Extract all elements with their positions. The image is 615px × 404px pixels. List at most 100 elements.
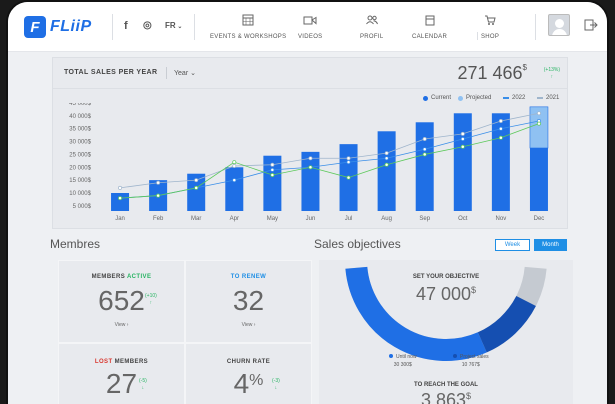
legend-dash — [503, 97, 509, 99]
series-point — [118, 196, 122, 201]
members-renew-card[interactable]: TO RENEW 32 View › — [185, 260, 312, 343]
toggle-week[interactable]: Week — [495, 239, 530, 251]
nav-divider — [194, 14, 195, 40]
legend-current: Current — [423, 95, 451, 101]
members-active-title: MEMBERS ACTIVE — [59, 274, 184, 280]
legend-2021: 2021 — [537, 95, 559, 101]
calendar-grid-icon — [242, 14, 254, 26]
y-tick-label: 25 000$ — [69, 152, 91, 158]
series-line-2021 — [119, 112, 540, 189]
x-tick-label: Aug — [381, 216, 392, 222]
bar-current — [377, 131, 396, 211]
legend-2022: 2022 — [503, 95, 525, 101]
series-point — [346, 160, 351, 165]
x-tick-label: Feb — [153, 216, 164, 222]
members-active-view-link[interactable]: View › — [114, 322, 129, 328]
nav-events[interactable]: EVENTS & WORKSHOPS — [210, 14, 286, 40]
nav-videos[interactable]: VIDEOS — [298, 14, 322, 40]
churn-rate-unit: % — [249, 372, 264, 389]
series-point — [460, 137, 465, 141]
bar-current — [415, 122, 434, 211]
series-point — [270, 173, 275, 177]
series-point — [384, 151, 389, 156]
language-select[interactable]: FR ⌄ — [165, 21, 182, 30]
sales-panel: TOTAL SALES PER YEAR Year ⌄ 271 466$ (+1… — [52, 57, 568, 229]
series-point — [384, 156, 389, 161]
total-sales-value: 271 466$ — [457, 63, 527, 84]
legend-dot — [453, 354, 457, 358]
avatar[interactable] — [548, 14, 570, 36]
churn-rate-delta: (-3) ↓ — [272, 378, 280, 392]
ring-until-now — [345, 266, 487, 361]
reach-goal-currency: $ — [466, 391, 472, 401]
y-tick-label: 15 000$ — [69, 178, 91, 184]
nav-label-calendar: CALENDAR — [412, 34, 448, 40]
calendar-icon — [425, 15, 435, 26]
members-lost-card[interactable]: LOST MEMBERS 27 (-5) ↓ — [58, 343, 185, 404]
series-point — [308, 165, 313, 170]
logout-icon[interactable] — [584, 18, 598, 32]
bar-current — [453, 113, 472, 211]
y-tick-label: 10 000$ — [69, 191, 91, 197]
facebook-icon[interactable]: f — [124, 20, 128, 32]
series-point — [194, 178, 199, 183]
members-lost-title-a: LOST — [94, 359, 113, 365]
x-tick-label: Apr — [230, 216, 239, 222]
nav-divider — [112, 14, 113, 40]
series-point — [537, 111, 541, 116]
nav-shop[interactable]: SHOP — [481, 14, 499, 40]
project-sales-legend: Project sales 10 767$ — [453, 353, 489, 369]
total-sales-delta-text: (+13%) — [543, 67, 560, 73]
churn-rate-card[interactable]: CHURN RATE 4% (-3) ↓ — [185, 343, 312, 404]
legend-dot — [458, 95, 463, 101]
nav-divider — [535, 14, 536, 40]
legend-label: Current — [431, 95, 452, 101]
legend-dash — [537, 97, 543, 99]
legend-label: Projected — [466, 95, 492, 101]
logo[interactable]: F FLiiP — [24, 16, 92, 38]
until-now-label: Until now — [396, 354, 417, 360]
legend-dot — [423, 95, 428, 101]
members-lost-delta-text: (-5) — [139, 378, 147, 384]
nav-profil[interactable]: PROFIL — [360, 14, 383, 40]
chevron-down-icon: ⌄ — [188, 70, 196, 77]
series-point — [156, 193, 161, 198]
sales-divider — [53, 88, 567, 89]
nav-divider — [477, 32, 478, 40]
members-active-card[interactable]: MEMBERS ACTIVE 652 (+10) ↑ View › — [58, 260, 185, 343]
y-tick-label: 5 000$ — [73, 204, 92, 210]
arrow-up-icon: ↑ — [149, 300, 153, 306]
series-point — [384, 162, 389, 167]
legend-dot — [389, 354, 393, 358]
series-point — [194, 185, 199, 190]
nav-calendar[interactable]: CALENDAR — [412, 14, 447, 40]
members-lost-title-b: MEMBERS — [114, 359, 149, 365]
until-now-value: 30 300$ — [393, 362, 412, 368]
nav-label-shop: SHOP — [481, 34, 500, 40]
toggle-month[interactable]: Month — [534, 239, 567, 251]
series-point — [498, 126, 503, 131]
year-select[interactable]: Year ⌄ — [174, 69, 196, 77]
objective-ring-chart — [345, 266, 547, 361]
members-renew-view-link[interactable]: View › — [241, 322, 256, 328]
members-renew-value: 32 — [232, 285, 265, 316]
x-tick-label: Dec — [534, 216, 545, 222]
project-sales-value: 10 767$ — [461, 362, 480, 368]
series-point — [232, 178, 237, 183]
series-point — [422, 152, 427, 157]
app-window: F FLiiP f ◎ FR ⌄ EVENTS & WORKSHOPS VIDE… — [6, 0, 609, 404]
churn-rate-delta-text: (-3) — [272, 378, 280, 384]
y-tick-label: 40 000$ — [69, 114, 91, 120]
bar-current — [301, 151, 320, 211]
series-point — [156, 180, 161, 185]
users-icon — [365, 15, 378, 25]
bar-current — [111, 193, 130, 211]
x-tick-label: Jul — [345, 216, 353, 222]
instagram-icon[interactable]: ◎ — [143, 20, 152, 31]
series-point — [460, 144, 465, 149]
members-renew-title: TO RENEW — [230, 274, 267, 280]
sales-chart: 45 000$ 40 000$ 35 000$ 30 000$ 25 000$ 20 00… — [69, 103, 549, 222]
bar-current — [529, 148, 548, 211]
bar-current — [225, 167, 244, 211]
legend-projected: Projected — [458, 95, 491, 101]
